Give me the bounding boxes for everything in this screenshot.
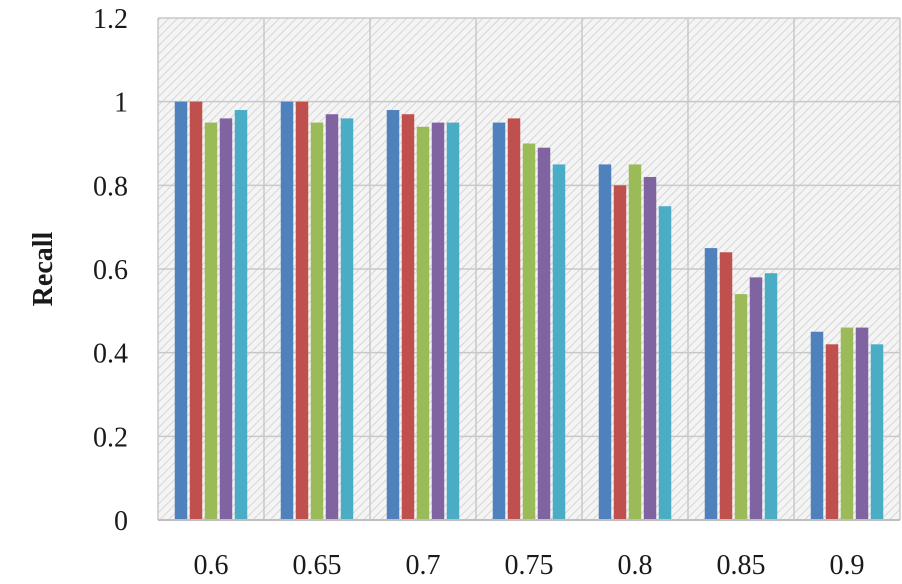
y-tick-label: 0.2 [93, 422, 128, 453]
bar-series-1-0_8 [598, 164, 612, 520]
x-tick-label: 0.65 [293, 550, 342, 579]
bar-series-2-0_6 [189, 101, 203, 521]
y-axis-title: Recall [28, 231, 59, 306]
y-tick-label: 1 [114, 88, 128, 119]
bar-series-1-0_65 [280, 101, 294, 521]
bar-series-5-0_9 [870, 344, 884, 520]
bar-series-3-0_8 [628, 164, 642, 520]
y-tick-label: 0.4 [93, 339, 128, 370]
bar-series-1-0_85 [704, 248, 718, 521]
x-tick-label: 0.9 [830, 550, 865, 579]
bar-series-5-0_65 [340, 118, 354, 521]
bar-series-4-0_85 [749, 277, 763, 520]
x-tick-label: 0.8 [618, 550, 653, 579]
y-tick-label: 0.6 [93, 255, 128, 286]
x-tick-labels: 0.6 0.65 0.7 0.75 0.8 0.85 0.9 [194, 550, 865, 581]
bar-series-3-0_9 [840, 327, 854, 520]
bar-series-3-0_85 [734, 294, 748, 520]
x-tick-label: 0.75 [505, 550, 554, 579]
bar-series-4-0_8 [643, 176, 657, 520]
bar-series-2-0_8 [613, 185, 627, 521]
x-tick-label: 0.85 [717, 550, 766, 579]
bar-series-2-0_75 [507, 118, 521, 521]
bar-series-2-0_85 [719, 252, 733, 520]
bar-series-1-0_6 [174, 101, 188, 521]
y-tick-label: 0 [114, 506, 128, 537]
bar-series-2-0_9 [825, 344, 839, 520]
bar-series-3-0_7 [416, 126, 430, 521]
bar-series-2-0_65 [295, 101, 309, 521]
bar-series-5-0_8 [658, 206, 672, 520]
bar-series-3-0_75 [522, 143, 536, 520]
bars [174, 101, 884, 521]
bar-series-3-0_6 [204, 122, 218, 520]
bar-series-1-0_7 [386, 110, 400, 521]
bar-series-5-0_75 [552, 164, 566, 520]
x-tick-label: 0.6 [194, 550, 229, 579]
bar-series-5-0_85 [764, 273, 778, 520]
bar-series-1-0_9 [810, 331, 824, 520]
bar-series-5-0_7 [446, 122, 460, 520]
bar-series-5-0_6 [234, 110, 248, 521]
y-tick-label: 0.8 [93, 171, 128, 202]
bar-series-4-0_6 [219, 118, 233, 521]
y-tick-label: 1.2 [93, 4, 128, 35]
bar-series-4-0_65 [325, 114, 339, 520]
x-tick-label: 0.7 [406, 550, 441, 579]
bar-series-3-0_65 [310, 122, 324, 520]
bar-series-4-0_9 [855, 327, 869, 520]
bar-series-2-0_7 [401, 114, 415, 520]
y-tick-labels: 0 0.2 0.4 0.6 0.8 1 1.2 [93, 4, 128, 537]
bar-series-4-0_7 [431, 122, 445, 520]
bar-series-4-0_75 [537, 147, 551, 520]
bar-series-1-0_75 [492, 122, 506, 520]
